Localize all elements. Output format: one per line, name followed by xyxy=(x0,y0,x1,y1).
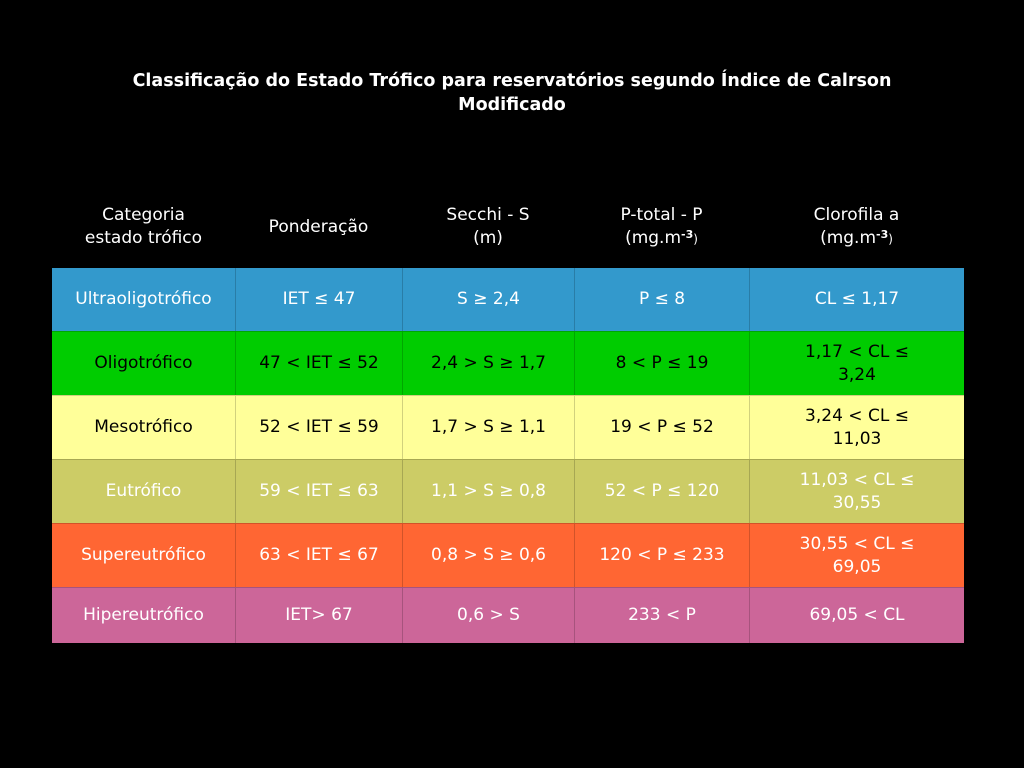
cell-secchi: 0,8 > S ≥ 0,6 xyxy=(402,524,574,587)
cell-ponderacao: IET> 67 xyxy=(235,588,402,643)
cell-ptotal: 233 < P xyxy=(574,588,749,643)
header-ponderacao: Ponderação xyxy=(235,202,402,252)
cell-ponderacao: 52 < IET ≤ 59 xyxy=(235,396,402,459)
header-ptotal-paren: ) xyxy=(693,231,698,246)
table-row: Mesotrófico 52 < IET ≤ 59 1,7 > S ≥ 1,1 19 … xyxy=(52,395,964,459)
cell-secchi: 0,6 > S xyxy=(402,588,574,643)
cell-clorofila: 30,55 < CL ≤ 69,05 xyxy=(749,524,964,587)
header-secchi: Secchi - S (m) xyxy=(402,202,574,252)
table-row: Ultraoligotrófico IET ≤ 47 S ≥ 2,4 P ≤ 8 CL … xyxy=(52,268,964,331)
slide-title: Classificação do Estado Trófico para res… xyxy=(40,69,984,117)
table-row: Hipereutrófico IET> 67 0,6 > S 233 < P 69,05… xyxy=(52,587,964,643)
header-ptotal-unit: (mg.m xyxy=(625,227,682,248)
cell-ponderacao: IET ≤ 47 xyxy=(235,268,402,331)
cell-ponderacao: 63 < IET ≤ 67 xyxy=(235,524,402,587)
cell-secchi: 1,1 > S ≥ 0,8 xyxy=(402,460,574,523)
cell-ptotal: 8 < P ≤ 19 xyxy=(574,332,749,395)
cell-secchi: S ≥ 2,4 xyxy=(402,268,574,331)
cell-clorofila: 1,17 < CL ≤ 3,24 xyxy=(749,332,964,395)
header-secchi-line2: (m) xyxy=(473,228,503,248)
cell-clorofila: 69,05 < CL xyxy=(749,588,964,643)
trophic-table: Ultraoligotrófico IET ≤ 47 S ≥ 2,4 P ≤ 8 CL … xyxy=(52,268,964,643)
table-row: Oligotrófico 47 < IET ≤ 52 2,4 > S ≥ 1,7 8 … xyxy=(52,331,964,395)
cell-category: Supereutrófico xyxy=(81,545,206,565)
header-secchi-line1: Secchi - S xyxy=(446,205,530,225)
cell-secchi: 1,7 > S ≥ 1,1 xyxy=(402,396,574,459)
table-row: Eutrófico 59 < IET ≤ 63 1,1 > S ≥ 0,8 52 < … xyxy=(52,459,964,523)
header-categoria-line2: estado trófico xyxy=(84,228,203,248)
cell-clorofila: 11,03 < CL ≤ 30,55 xyxy=(749,460,964,523)
header-categoria: Categoria estado trófico xyxy=(52,202,235,252)
header-categoria-line1: Categoria xyxy=(102,205,185,225)
header-clorofila-line2: (mg.m-3) xyxy=(820,227,893,251)
title-line-2: Modificado xyxy=(458,95,566,115)
cell-category: Oligotrófico xyxy=(94,353,193,373)
cell-category: Mesotrófico xyxy=(94,417,193,437)
cell-clorofila: 3,24 < CL ≤ 11,03 xyxy=(749,396,964,459)
cell-ptotal: P ≤ 8 xyxy=(574,268,749,331)
cell-category: Hipereutrófico xyxy=(83,605,204,625)
cell-secchi: 2,4 > S ≥ 1,7 xyxy=(402,332,574,395)
cell-ptotal: 52 < P ≤ 120 xyxy=(574,460,749,523)
cell-ponderacao: 47 < IET ≤ 52 xyxy=(235,332,402,395)
table-header: Categoria estado trófico Ponderação Secc… xyxy=(52,202,964,252)
header-ponderacao-label: Ponderação xyxy=(268,216,369,237)
header-clorofila-exponent: -3 xyxy=(876,227,889,241)
cell-clorofila: CL ≤ 1,17 xyxy=(749,268,964,331)
header-ptotal: P-total - P (mg.m-3) xyxy=(574,202,749,252)
header-clorofila-unit: (mg.m xyxy=(820,227,877,248)
cell-ptotal: 19 < P ≤ 52 xyxy=(574,396,749,459)
cell-category: Ultraoligotrófico xyxy=(75,289,212,309)
title-line-1: Classificação do Estado Trófico para res… xyxy=(132,71,892,91)
header-clorofila-line1: Clorofila a xyxy=(813,204,900,225)
cell-category: Eutrófico xyxy=(105,481,182,501)
header-ptotal-line2: (mg.m-3) xyxy=(625,227,698,251)
header-clorofila: Clorofila a (mg.m-3) xyxy=(749,202,964,252)
header-ptotal-exponent: -3 xyxy=(681,227,694,241)
header-ptotal-line1: P-total - P xyxy=(620,204,703,225)
cell-ptotal: 120 < P ≤ 233 xyxy=(574,524,749,587)
header-clorofila-paren: ) xyxy=(888,231,893,246)
table-row: Supereutrófico 63 < IET ≤ 67 0,8 > S ≥ 0,6… xyxy=(52,523,964,587)
cell-ponderacao: 59 < IET ≤ 63 xyxy=(235,460,402,523)
